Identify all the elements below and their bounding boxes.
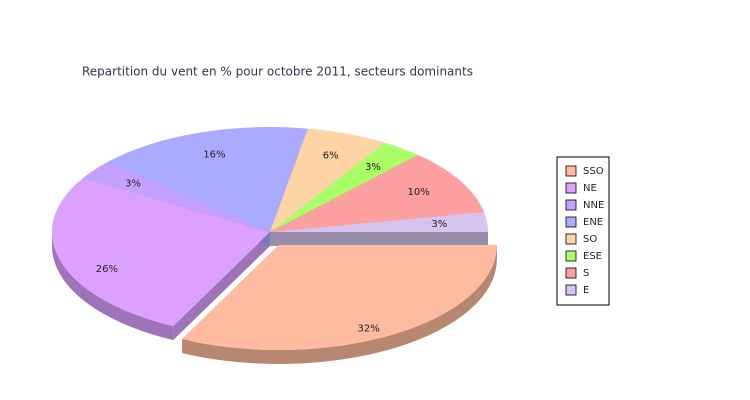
legend-swatch [565, 250, 577, 262]
slice [270, 128, 385, 232]
legend-swatch [565, 182, 577, 194]
slice-side [173, 232, 270, 341]
data-label: 3% [431, 219, 447, 230]
legend-swatch [565, 165, 577, 177]
legend-label: ENE [583, 217, 603, 228]
legend-label: NE [583, 183, 597, 194]
slice [182, 245, 497, 351]
slice [270, 142, 418, 232]
legend-label: SSO [583, 166, 604, 177]
data-label: 3% [365, 162, 381, 173]
slice [270, 212, 488, 232]
data-label: 10% [407, 187, 429, 198]
legend-label: NNE [583, 200, 604, 211]
slice [82, 161, 270, 232]
slice [107, 127, 308, 232]
slice [51, 178, 270, 327]
slice-side [182, 245, 497, 365]
legend-swatch [565, 199, 577, 211]
chart-title: Repartition du vent en % pour octobre 20… [82, 65, 473, 79]
data-label: 6% [323, 150, 339, 161]
data-label: 3% [125, 178, 141, 189]
data-label: 16% [203, 150, 225, 161]
legend-label: S [583, 268, 589, 279]
legend-swatch [565, 216, 577, 228]
legend-swatch [565, 284, 577, 296]
legend-box [556, 156, 610, 306]
legend-swatch [565, 267, 577, 279]
data-label: 32% [357, 324, 379, 335]
legend-label: E [583, 285, 589, 296]
slice-side [52, 232, 174, 341]
slice [270, 154, 485, 232]
legend-swatch [565, 233, 577, 245]
data-label: 26% [96, 264, 118, 275]
legend-label: ESE [583, 251, 602, 262]
legend-label: SO [583, 234, 597, 245]
